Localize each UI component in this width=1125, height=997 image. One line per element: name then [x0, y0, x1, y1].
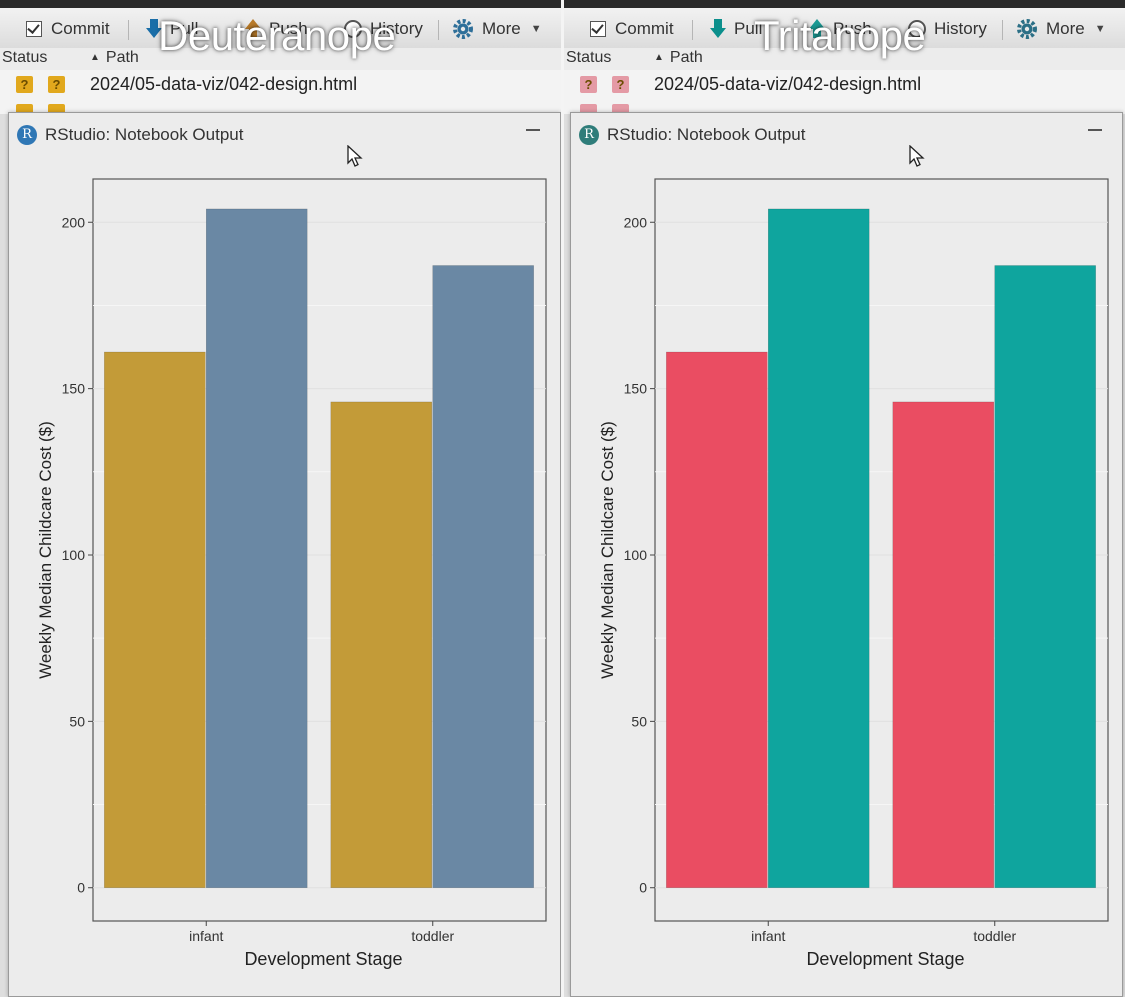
bar-toddler-0 [330, 401, 433, 888]
toolbar-separator [128, 20, 129, 40]
commit-button[interactable]: Commit [26, 17, 110, 41]
x-tick-label: infant [751, 928, 785, 944]
y-tick-label: 0 [77, 880, 85, 896]
plot-area: 0 50 100 150 200 infant toddler Development Sta… [9, 157, 560, 996]
rstudio-logo-icon: R [17, 125, 37, 145]
unstaged-status-icon [48, 104, 65, 114]
pull-arrow-icon [710, 19, 726, 38]
pull-button[interactable]: Pull [710, 17, 762, 41]
y-tick-label: 150 [62, 381, 86, 397]
y-tick-label: 50 [69, 713, 85, 729]
more-button[interactable]: More ▼ [1016, 17, 1106, 41]
status-column-header[interactable]: Status [2, 49, 48, 66]
chevron-down-icon: ▼ [530, 23, 542, 35]
y-tick-label: 150 [624, 381, 648, 397]
file-path: 2024/05-data-viz/042-design.html [90, 74, 358, 94]
file-row[interactable]: ? ? 2024/05-data-viz/042-design.html [0, 70, 561, 100]
window-top-strip [0, 0, 561, 8]
git-toolbar: Commit Pull Push History More ▼ [564, 8, 1125, 49]
path-column-header[interactable]: Path [654, 49, 703, 67]
window-titlebar[interactable]: R RStudio: Notebook Output [571, 113, 1122, 167]
window-top-strip [564, 0, 1125, 8]
x-axis-label: Development Stage [806, 949, 964, 969]
more-button[interactable]: More ▼ [452, 17, 542, 41]
toolbar-separator [692, 20, 693, 40]
commit-check-icon [590, 21, 606, 37]
y-tick-label: 100 [624, 547, 648, 563]
overlay-title: Tritanope [754, 12, 926, 59]
pull-button[interactable]: Pull [146, 17, 198, 41]
file-row[interactable] [0, 100, 561, 114]
panel-tritanope: Commit Pull Push History More ▼ Tritanop… [564, 0, 1125, 997]
plot-area: 0 50 100 150 200 infant toddler Development Sta… [571, 157, 1122, 996]
y-tick-label: 50 [631, 713, 647, 729]
bar-infant-0 [666, 351, 768, 888]
bar-toddler-1 [432, 265, 534, 888]
bar-infant-1 [206, 208, 308, 888]
notebook-output-window: R RStudio: Notebook Output 0 50 100 150 200 i… [8, 112, 561, 997]
gear-icon [453, 19, 473, 39]
push-button[interactable]: Push [809, 17, 872, 41]
y-axis-label: Weekly Median Childcare Cost ($) [36, 421, 55, 679]
gear-icon [1017, 19, 1037, 39]
x-tick-label: toddler [973, 928, 1016, 944]
y-tick-label: 100 [62, 547, 86, 563]
staged-status-icon: ? [16, 76, 33, 93]
toolbar-separator [438, 20, 439, 40]
push-arrow-icon [245, 19, 261, 38]
history-clock-icon [908, 20, 926, 38]
chevron-down-icon: ▼ [1094, 23, 1106, 35]
panel-deuteranope: Commit Pull Push History More ▼ Deuteran… [0, 0, 561, 997]
rstudio-logo-icon: R [579, 125, 599, 145]
mouse-cursor-icon [347, 145, 363, 167]
bar-infant-0 [104, 351, 206, 888]
status-column-header[interactable]: Status [566, 49, 612, 66]
bar-toddler-1 [994, 265, 1096, 888]
notebook-output-window: R RStudio: Notebook Output 0 50 100 150 200 i… [570, 112, 1123, 997]
file-path: 2024/05-data-viz/042-design.html [654, 74, 922, 94]
staged-status-icon [580, 104, 597, 114]
x-tick-label: toddler [411, 928, 454, 944]
y-tick-label: 200 [62, 214, 86, 230]
history-button[interactable]: History [344, 17, 423, 41]
toolbar-separator [1002, 20, 1003, 40]
staged-status-icon: ? [580, 76, 597, 93]
commit-button[interactable]: Commit [590, 17, 674, 41]
history-button[interactable]: History [908, 17, 987, 41]
unstaged-status-icon [612, 104, 629, 114]
bar-infant-1 [768, 208, 870, 888]
history-clock-icon [344, 20, 362, 38]
bar-chart: 0 50 100 150 200 infant toddler Development Sta… [36, 178, 547, 969]
commit-check-icon [26, 21, 42, 37]
push-arrow-icon [809, 19, 825, 38]
overlay-title: Deuteranope [158, 12, 396, 59]
git-toolbar: Commit Pull Push History More ▼ [0, 8, 561, 49]
y-tick-label: 200 [624, 214, 648, 230]
y-axis-label: Weekly Median Childcare Cost ($) [598, 421, 617, 679]
x-tick-label: infant [189, 928, 223, 944]
minimize-button[interactable] [1088, 129, 1102, 131]
mouse-cursor-icon [909, 145, 925, 167]
unstaged-status-icon: ? [48, 76, 65, 93]
y-tick-label: 0 [639, 880, 647, 896]
window-titlebar[interactable]: R RStudio: Notebook Output [9, 113, 560, 167]
minimize-button[interactable] [526, 129, 540, 131]
bar-toddler-0 [892, 401, 995, 888]
x-axis-label: Development Stage [244, 949, 402, 969]
path-column-header[interactable]: Path [90, 49, 139, 67]
file-row[interactable] [564, 100, 1125, 114]
file-row[interactable]: ? ? 2024/05-data-viz/042-design.html [564, 70, 1125, 100]
unstaged-status-icon: ? [612, 76, 629, 93]
staged-status-icon [16, 104, 33, 114]
window-title: RStudio: Notebook Output [45, 125, 244, 144]
pull-arrow-icon [146, 19, 162, 38]
push-button[interactable]: Push [245, 17, 308, 41]
window-title: RStudio: Notebook Output [607, 125, 806, 144]
bar-chart: 0 50 100 150 200 infant toddler Development Sta… [598, 178, 1109, 969]
panel-divider [561, 0, 564, 997]
